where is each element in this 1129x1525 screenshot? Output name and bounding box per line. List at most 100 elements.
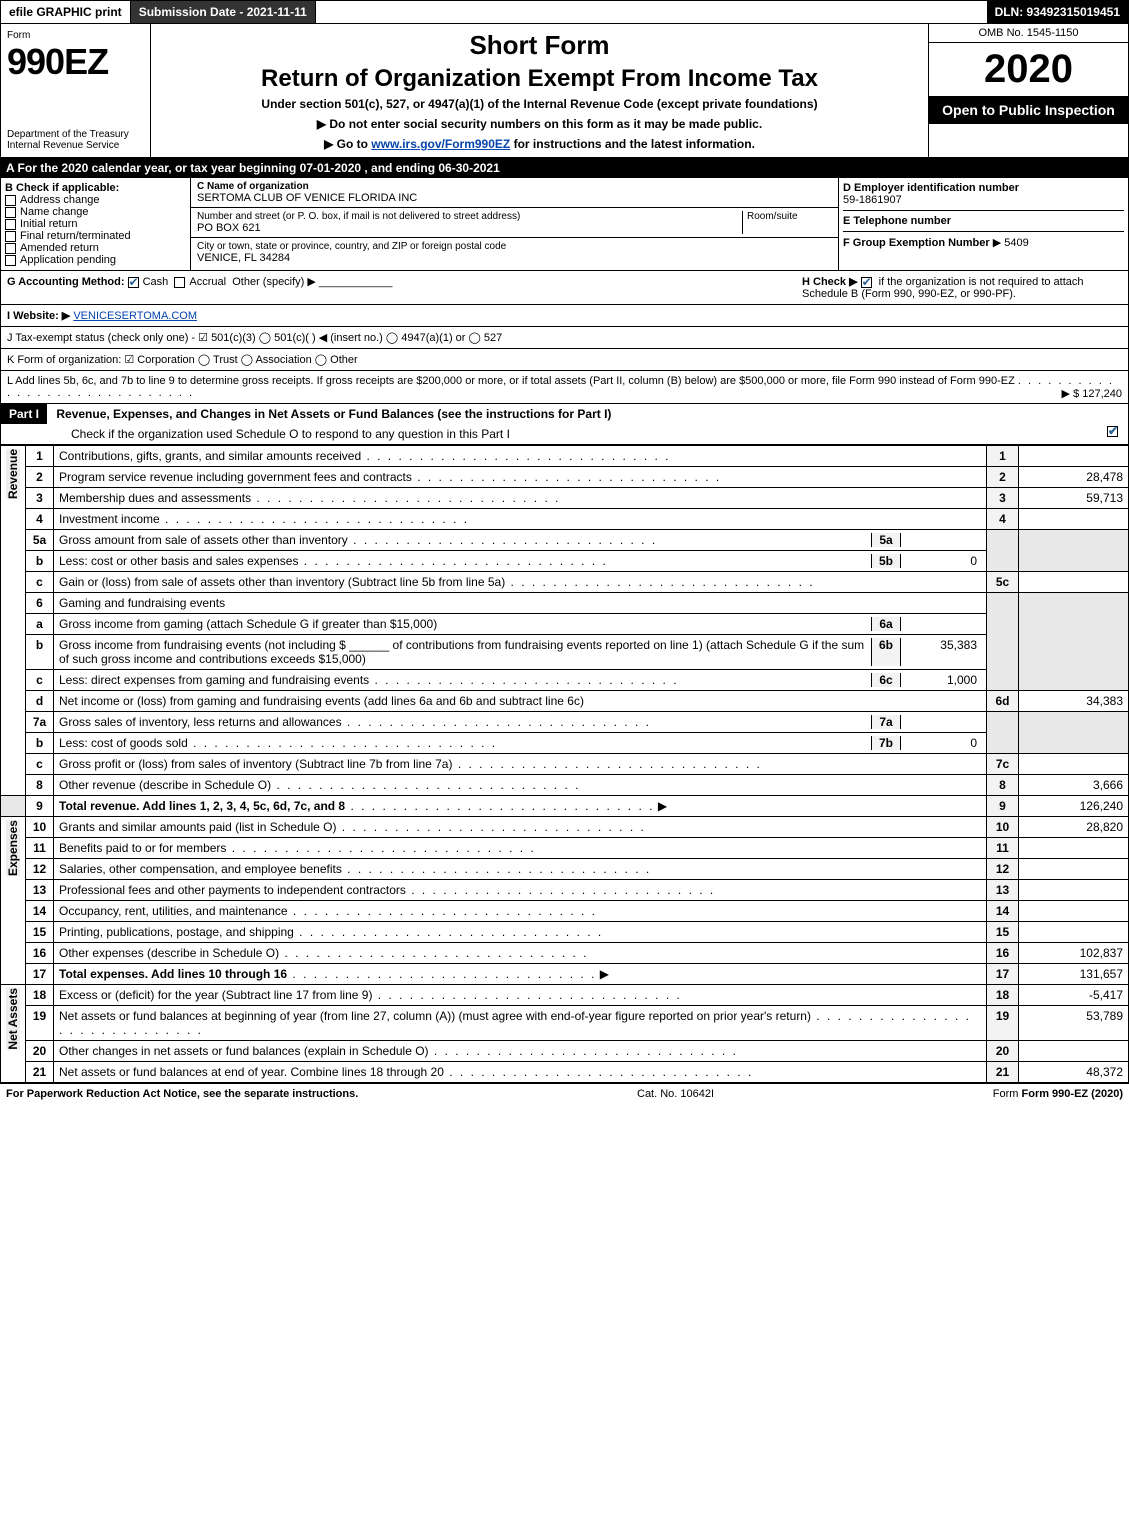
l5ab-shade	[987, 530, 1019, 572]
l17-num: 17	[26, 964, 54, 985]
chk-initial-return[interactable]	[5, 219, 16, 230]
l9-num: 9	[26, 796, 54, 817]
l5a-num: 5a	[26, 530, 54, 551]
l19-text: Net assets or fund balances at beginning…	[54, 1006, 987, 1041]
l6-shade-v	[1019, 593, 1129, 691]
city-label: City or town, state or province, country…	[197, 241, 832, 252]
l14-val	[1019, 901, 1129, 922]
line-k: K Form of organization: ☑ Corporation ◯ …	[0, 349, 1129, 371]
l14-num: 14	[26, 901, 54, 922]
line-j: J Tax-exempt status (check only one) - ☑…	[0, 327, 1129, 349]
l4-text: Investment income	[54, 509, 987, 530]
lbl-cash: Cash	[143, 276, 169, 288]
header-mid: Short Form Return of Organization Exempt…	[151, 24, 928, 157]
chk-final-return[interactable]	[5, 231, 16, 242]
l16-val: 102,837	[1019, 943, 1129, 964]
chk-h[interactable]	[861, 277, 872, 288]
chk-cash[interactable]	[128, 277, 139, 288]
l15-box: 15	[987, 922, 1019, 943]
part-i-label: Part I	[1, 404, 47, 424]
l5c-text: Gain or (loss) from sale of assets other…	[54, 572, 987, 593]
line-gh: G Accounting Method: Cash Accrual Other …	[0, 271, 1129, 305]
l18-val: -5,417	[1019, 985, 1129, 1006]
dept-treasury: Department of the Treasury Internal Reve…	[7, 129, 144, 151]
chk-address-change[interactable]	[5, 195, 16, 206]
phone-label: E Telephone number	[843, 215, 1124, 227]
lbl-final-return: Final return/terminated	[20, 230, 131, 242]
chk-amended-return[interactable]	[5, 243, 16, 254]
l7b-num: b	[26, 733, 54, 754]
l5b-text: Less: cost or other basis and sales expe…	[54, 551, 987, 572]
l6a-text: Gross income from gaming (attach Schedul…	[54, 614, 987, 635]
l6d-box: 6d	[987, 691, 1019, 712]
l-text: L Add lines 5b, 6c, and 7b to line 9 to …	[7, 375, 1015, 387]
goto-line: ▶ Go to www.irs.gov/Form990EZ for instru…	[163, 137, 916, 151]
top-bar: efile GRAPHIC print Submission Date - 20…	[0, 0, 1129, 24]
l10-num: 10	[26, 817, 54, 838]
l6c-text: Less: direct expenses from gaming and fu…	[54, 670, 987, 691]
l11-box: 11	[987, 838, 1019, 859]
l14-text: Occupancy, rent, utilities, and maintena…	[54, 901, 987, 922]
omb-number: OMB No. 1545-1150	[929, 24, 1128, 43]
website-link[interactable]: VENICESERTOMA.COM	[73, 310, 197, 322]
l1-text: Contributions, gifts, grants, and simila…	[54, 446, 987, 467]
l7b-sv: 0	[901, 736, 981, 750]
l9-arrow: ▶	[658, 799, 667, 813]
line-l: L Add lines 5b, 6c, and 7b to line 9 to …	[0, 371, 1129, 404]
l7a-num: 7a	[26, 712, 54, 733]
l4-box: 4	[987, 509, 1019, 530]
l5c-box: 5c	[987, 572, 1019, 593]
l6b-sv: 35,383	[901, 638, 981, 666]
l13-text: Professional fees and other payments to …	[54, 880, 987, 901]
l5b-sb: 5b	[871, 554, 901, 568]
l5c-val	[1019, 572, 1129, 593]
l18-num: 18	[26, 985, 54, 1006]
l2-text: Program service revenue including govern…	[54, 467, 987, 488]
part-i-checkline: Check if the organization used Schedule …	[1, 424, 516, 444]
l6a-num: a	[26, 614, 54, 635]
chk-application-pending[interactable]	[5, 255, 16, 266]
box-c: C Name of organization SERTOMA CLUB OF V…	[191, 178, 838, 270]
l12-box: 12	[987, 859, 1019, 880]
l17-text: Total expenses. Add lines 10 through 16 …	[54, 964, 987, 985]
form-header: Form 990EZ Department of the Treasury In…	[0, 24, 1129, 158]
lbl-amended-return: Amended return	[20, 242, 99, 254]
irs-link[interactable]: www.irs.gov/Form990EZ	[371, 137, 510, 151]
h-label: H Check ▶	[802, 276, 858, 288]
l15-num: 15	[26, 922, 54, 943]
l14-box: 14	[987, 901, 1019, 922]
l20-text: Other changes in net assets or fund bala…	[54, 1041, 987, 1062]
l5c-num: c	[26, 572, 54, 593]
group-exempt-arrow: ▶	[993, 237, 1001, 249]
lbl-application-pending: Application pending	[20, 254, 116, 266]
l7ab-shade-v	[1019, 712, 1129, 754]
l2-box: 2	[987, 467, 1019, 488]
goto-pre: ▶ Go to	[324, 137, 371, 151]
l12-num: 12	[26, 859, 54, 880]
l20-val	[1019, 1041, 1129, 1062]
l13-num: 13	[26, 880, 54, 901]
l7ab-shade	[987, 712, 1019, 754]
group-exempt-label: F Group Exemption Number	[843, 237, 990, 249]
l9-box: 9	[987, 796, 1019, 817]
l5b-sv: 0	[901, 554, 981, 568]
subtitle: Under section 501(c), 527, or 4947(a)(1)…	[163, 97, 916, 111]
l6b-sb: 6b	[871, 638, 901, 666]
open-public-box: Open to Public Inspection	[929, 96, 1128, 124]
org-name-label: C Name of organization	[197, 181, 832, 192]
section-bcdef: B Check if applicable: Address change Na…	[0, 178, 1129, 271]
l5a-sb: 5a	[871, 533, 901, 547]
l16-text: Other expenses (describe in Schedule O)	[54, 943, 987, 964]
l7c-text: Gross profit or (loss) from sales of inv…	[54, 754, 987, 775]
chk-part-i-scho[interactable]	[1107, 426, 1118, 437]
chk-name-change[interactable]	[5, 207, 16, 218]
submission-date-label: Submission Date - 2021-11-11	[131, 1, 316, 23]
l7c-num: c	[26, 754, 54, 775]
l12-val	[1019, 859, 1129, 880]
side-expenses: Expenses	[6, 820, 20, 876]
l6c-num: c	[26, 670, 54, 691]
l11-num: 11	[26, 838, 54, 859]
chk-accrual[interactable]	[174, 277, 185, 288]
part-i-header: Part I Revenue, Expenses, and Changes in…	[0, 404, 1129, 445]
efile-print-label[interactable]: efile GRAPHIC print	[1, 1, 131, 23]
